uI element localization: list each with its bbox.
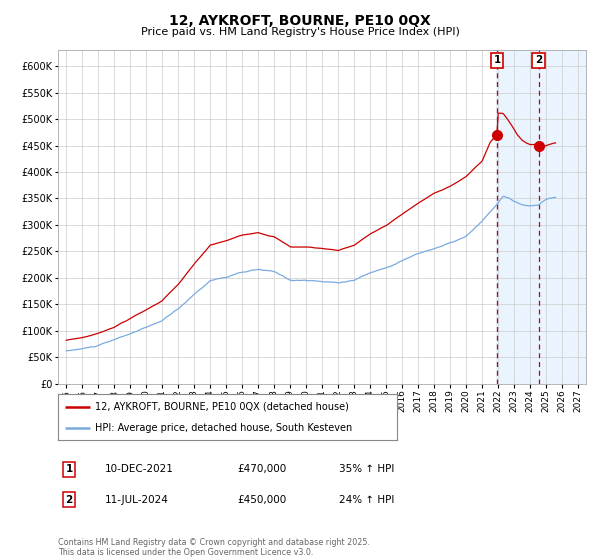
Text: 35% ↑ HPI: 35% ↑ HPI — [339, 464, 394, 474]
Text: 2: 2 — [535, 55, 542, 66]
Text: 12, AYKROFT, BOURNE, PE10 0QX (detached house): 12, AYKROFT, BOURNE, PE10 0QX (detached … — [95, 402, 349, 412]
Text: HPI: Average price, detached house, South Kesteven: HPI: Average price, detached house, Sout… — [95, 423, 353, 433]
Text: 11-JUL-2024: 11-JUL-2024 — [105, 494, 169, 505]
Text: 1: 1 — [494, 55, 501, 66]
Text: 12, AYKROFT, BOURNE, PE10 0QX: 12, AYKROFT, BOURNE, PE10 0QX — [169, 14, 431, 28]
Text: Price paid vs. HM Land Registry's House Price Index (HPI): Price paid vs. HM Land Registry's House … — [140, 27, 460, 37]
Text: £470,000: £470,000 — [237, 464, 286, 474]
Text: £450,000: £450,000 — [237, 494, 286, 505]
Text: 10-DEC-2021: 10-DEC-2021 — [105, 464, 174, 474]
Text: 2: 2 — [65, 494, 73, 505]
Bar — [496, 50, 586, 384]
Text: 24% ↑ HPI: 24% ↑ HPI — [339, 494, 394, 505]
Text: Contains HM Land Registry data © Crown copyright and database right 2025.
This d: Contains HM Land Registry data © Crown c… — [58, 538, 370, 557]
Text: 1: 1 — [65, 464, 73, 474]
